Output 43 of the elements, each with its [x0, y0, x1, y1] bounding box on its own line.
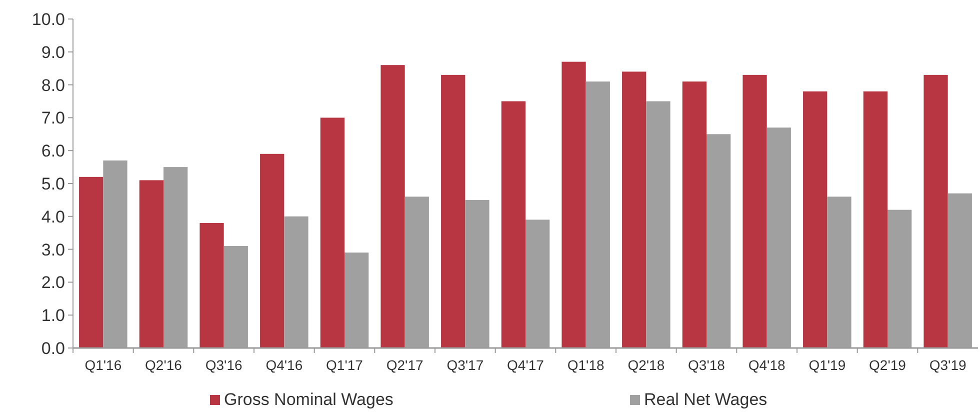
y-tick-label: 0.0 — [41, 338, 65, 358]
bar — [622, 72, 646, 348]
bar — [562, 62, 586, 348]
y-tick-label: 5.0 — [41, 174, 65, 194]
x-tick-label: Q1'16 — [84, 357, 122, 373]
bar — [380, 65, 405, 348]
x-tick-label: Q3'16 — [205, 357, 243, 373]
bar — [139, 180, 164, 348]
bar — [260, 154, 284, 348]
x-tick-label: Q4'16 — [266, 357, 303, 373]
legend-label: Gross Nominal Wages — [224, 390, 394, 409]
x-tick-label: Q2'19 — [869, 357, 906, 373]
y-tick-label: 2.0 — [41, 273, 65, 292]
y-tick-label: 1.0 — [41, 306, 65, 326]
y-tick-label: 9.0 — [41, 42, 65, 62]
y-tick-label: 7.0 — [41, 108, 65, 128]
y-tick-label: 6.0 — [41, 142, 65, 161]
y-tick-label: 4.0 — [41, 207, 65, 226]
bar — [200, 222, 224, 348]
bar — [682, 82, 706, 348]
bar — [863, 91, 888, 348]
x-tick-label: Q3'18 — [688, 357, 726, 373]
y-tick-label: 10.0 — [32, 10, 65, 29]
x-tick-label: Q1'17 — [326, 357, 364, 373]
bar — [501, 101, 526, 348]
x-tick-label: Q3'17 — [446, 357, 484, 373]
legend-label: Real Net Wages — [644, 390, 768, 409]
bar — [320, 118, 344, 348]
bar — [924, 74, 948, 348]
bar — [441, 74, 466, 348]
x-tick-label: Q2'17 — [386, 357, 424, 373]
y-tick-label: 3.0 — [41, 240, 65, 260]
x-tick-label: Q4'18 — [748, 357, 786, 373]
bar — [742, 74, 767, 348]
x-tick-label: Q2'16 — [145, 357, 182, 373]
x-tick-label: Q2'18 — [628, 357, 665, 373]
y-tick-label: 8.0 — [41, 76, 65, 95]
x-tick-label: Q1'19 — [808, 357, 846, 373]
x-tick-label: Q3'19 — [929, 357, 967, 373]
bar — [803, 91, 828, 348]
x-tick-label: Q1'18 — [567, 357, 605, 373]
bar — [79, 176, 104, 348]
x-tick-label: Q4'17 — [507, 357, 544, 373]
